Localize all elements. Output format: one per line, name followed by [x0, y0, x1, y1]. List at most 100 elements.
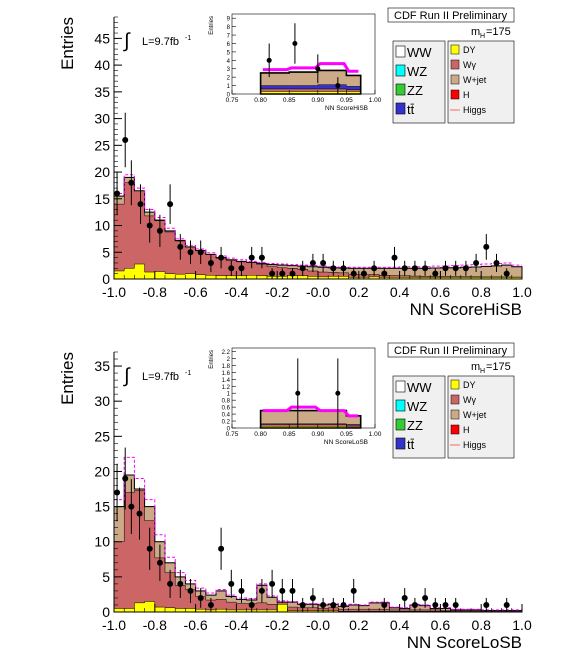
y-tick-label: 15: [94, 499, 110, 515]
inset-data-point: [315, 66, 321, 72]
data-point: [128, 179, 135, 186]
y-tick-label: 20: [94, 463, 110, 479]
inset-y-tick-label: 0.2: [222, 420, 231, 426]
data-point: [411, 601, 418, 608]
data-point: [279, 587, 286, 594]
data-point: [197, 249, 204, 256]
data-point: [122, 475, 129, 482]
x-tick-label: -0.6: [184, 284, 208, 300]
inset-x-tick-label: 0.90: [311, 431, 324, 438]
y-tick-label: 35: [94, 84, 110, 100]
data-point: [114, 489, 121, 496]
legend-label: WW: [407, 45, 432, 60]
inset-y-tick-label: 1.6: [222, 371, 231, 377]
data-point: [146, 222, 153, 229]
x-tick-label: -0.0: [306, 617, 330, 633]
data-point: [340, 601, 347, 608]
x-tick-label: -1.0: [102, 284, 126, 300]
data-point: [401, 594, 408, 601]
y-tick-label: 30: [94, 111, 110, 127]
legend-label: WW: [407, 380, 432, 395]
x-tick-label: -0.4: [224, 284, 248, 300]
y-tick-label: 5: [102, 244, 110, 260]
legend-label: DY: [463, 45, 476, 55]
y-tick-label: 45: [94, 30, 110, 46]
lumi-label: L=9.7fb: [142, 371, 179, 383]
inset-x-tick-label: 0.95: [340, 97, 353, 104]
legend-label: W+jet: [463, 410, 487, 420]
mass-label: m: [471, 26, 480, 38]
x-tick-label: 0.2: [349, 284, 369, 300]
data-point: [422, 265, 429, 272]
data-point: [381, 601, 388, 608]
x-tick-label: 1.0: [512, 284, 532, 300]
inset-x-tick-label: 0.85: [283, 431, 296, 438]
inset-y-tick-label: 1.4: [222, 378, 231, 384]
data-point: [452, 265, 459, 272]
y-tick-label: 30: [94, 393, 110, 409]
legend-label: Wγ: [463, 60, 476, 70]
inset-y-tick-label: 0.8: [222, 399, 231, 405]
legend-swatch: [450, 394, 460, 405]
data-point: [483, 243, 490, 250]
inset-x-tick-label: 0.85: [283, 97, 296, 104]
inset-y-tick-label: 1.8: [222, 364, 231, 370]
data-point: [279, 270, 286, 277]
data-point: [299, 265, 306, 272]
data-point: [122, 136, 129, 143]
data-point: [340, 265, 347, 272]
data-point: [360, 270, 367, 277]
inset-y-tick-label: 0: [227, 93, 231, 99]
data-point: [309, 259, 316, 266]
data-point: [228, 265, 235, 272]
data-point: [167, 580, 174, 587]
y-axis-label: Entries: [58, 17, 77, 70]
x-tick-label: 0.4: [390, 617, 410, 633]
data-point: [320, 259, 327, 266]
data-point: [228, 580, 235, 587]
inset-y-tick-label: 0: [227, 427, 231, 433]
x-tick-label: -0.8: [143, 284, 167, 300]
y-tick-label: 0: [102, 271, 110, 287]
data-point: [207, 601, 214, 608]
legend-label: WZ: [407, 399, 427, 414]
legend-swatch: [395, 380, 406, 393]
legend-label: ZZ: [407, 418, 423, 433]
legend-label: DY: [463, 380, 476, 390]
inset-y-tick-label: 1: [227, 392, 231, 398]
y-tick-label: 35: [94, 358, 110, 374]
legend-swatch: [450, 379, 460, 390]
legend-label: H: [463, 425, 470, 435]
integral-symbol: ∫: [123, 365, 131, 387]
x-tick-label: -1.0: [102, 617, 126, 633]
x-tick-label: 0.4: [390, 284, 410, 300]
data-point: [299, 601, 306, 608]
inset-y-tick-label: 1: [227, 84, 231, 90]
legend-label: W+jet: [463, 75, 487, 85]
data-point: [248, 601, 255, 608]
x-tick-label: 0.8: [471, 284, 491, 300]
legend-box-right: [447, 40, 515, 124]
legend-swatch: [395, 437, 406, 450]
y-tick-label: 10: [94, 218, 110, 234]
legend-label: ZZ: [407, 83, 423, 98]
y-tick-label: 15: [94, 191, 110, 207]
data-point: [177, 243, 184, 250]
x-tick-label: 0.6: [431, 617, 451, 633]
data-point: [238, 265, 245, 272]
inset-y-tick-label: 2: [227, 357, 231, 363]
x-tick-label: 0.8: [471, 617, 491, 633]
data-point: [156, 227, 163, 234]
legend-swatch: [450, 74, 460, 85]
inset-y-axis-label: Entries: [209, 16, 215, 35]
panel-title: CDF Run II Preliminary: [394, 345, 508, 357]
y-tick-label: 25: [94, 137, 110, 153]
inset-y-tick-label: 6: [227, 42, 231, 48]
data-point: [156, 559, 163, 566]
legend-label: H: [463, 90, 470, 100]
y-tick-label: 25: [94, 428, 110, 444]
x-tick-label: 1.0: [512, 617, 532, 633]
legend-swatch: [395, 64, 406, 77]
legend-label: tt̄: [407, 102, 415, 117]
inset-data-point: [292, 40, 298, 46]
